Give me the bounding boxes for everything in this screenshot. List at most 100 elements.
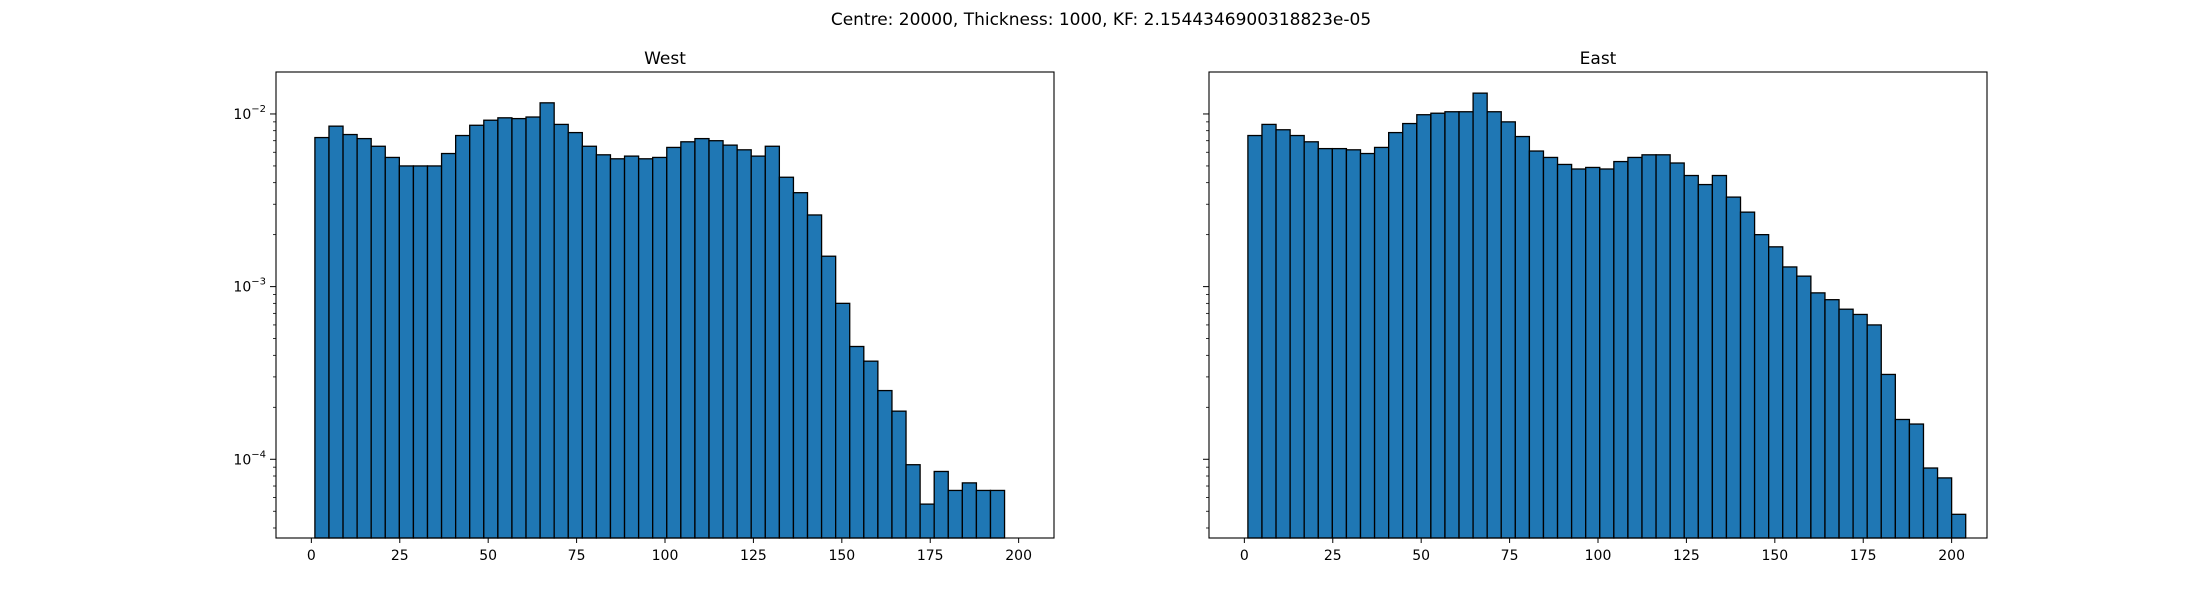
x-tick-label: 100 [652,548,679,564]
histogram-bar [736,149,752,539]
histogram-bar [539,102,555,539]
histogram-bar [1824,299,1840,539]
x-tick-label: 50 [479,548,497,564]
histogram-bar [609,158,626,539]
y-tick-base: 10 [233,280,251,296]
histogram-bar [1275,129,1291,539]
histogram-bar [652,156,668,539]
histogram-bar [1739,211,1756,539]
histogram-bar [469,124,485,539]
histogram-bar [806,214,823,539]
histogram-bar [778,176,795,539]
x-tick-label: 175 [1850,548,1877,564]
histogram-bar [412,165,429,539]
histogram-bar [863,360,879,539]
histogram-bar [1542,156,1559,539]
histogram-bar [975,489,992,539]
histogram-bar [1570,168,1587,539]
histogram-bar [1472,92,1488,539]
y-tick-base: 10 [233,107,251,123]
panel-east: East 0 25 50 75 100 125 150 175 200 [1203,49,1988,564]
histogram-bar [623,155,640,539]
histogram-bar [1359,152,1376,539]
histogram-bar [1936,477,1953,539]
figure-suptitle: Centre: 20000, Thickness: 1000, KF: 2.15… [831,10,1371,30]
histogram-bar [1683,174,1699,539]
histogram-bar [1345,149,1362,539]
x-tick-label: 125 [740,548,767,564]
histogram-bar [1852,313,1868,539]
histogram-bar [1444,111,1460,539]
x-tick-label: 100 [1585,548,1612,564]
histogram-bar [1922,467,1939,539]
histogram-bar [553,123,569,539]
histogram-bar [1317,147,1333,539]
x-tick-label: 75 [568,548,586,564]
panel-title: West [644,49,686,69]
histogram-bar [1289,134,1305,539]
histogram-bar [1641,154,1657,539]
histogram-bar [454,134,471,539]
histogram-bar [1669,162,1685,539]
histogram-bar [1753,233,1770,539]
x-tick-label: 200 [1005,548,1032,564]
histogram-bar [1866,324,1882,539]
histogram-bar [1950,513,1967,539]
histogram-bar [328,125,344,539]
x-tick-label: 175 [917,548,944,564]
x-tick-label: 0 [307,548,316,564]
histogram-bar [497,117,513,539]
histogram-bar [666,146,682,539]
histogram-bar [370,145,386,539]
y-tick-base: 10 [233,452,251,468]
x-tick-label: 75 [1501,548,1519,564]
y-tick-label: 10−2 [233,104,266,123]
histogram-bar [1514,135,1531,539]
histogram-bar [1627,156,1643,539]
x-tick-label: 125 [1673,548,1700,564]
histogram-bar [1500,121,1516,539]
histogram-bar [581,145,598,539]
panel-title: East [1580,49,1617,69]
histogram-bar [708,140,724,539]
histogram-bar [1796,275,1812,539]
histogram-bar [891,410,907,539]
histogram-bar [1782,266,1798,539]
histogram-bar [750,155,766,539]
histogram-bar [342,133,358,539]
histogram-bar [849,345,865,539]
histogram-bar [764,145,781,539]
histogram-bar [1388,131,1404,539]
histogram-bar [989,489,1006,539]
y-tick-exponent: −2 [251,104,266,115]
histogram-bar [694,137,710,539]
histogram-bar [1458,111,1474,539]
histogram-bar [1838,308,1854,539]
histogram-bar [1880,373,1896,539]
histogram-bar [1894,418,1911,539]
histogram-bar [1725,196,1742,539]
x-tick-label: 25 [391,548,409,564]
x-tick-label: 50 [1412,548,1430,564]
histogram-bar [961,482,978,539]
histogram-bar [919,503,935,539]
x-tick-label: 0 [1240,548,1249,564]
histogram-bar [1373,146,1390,539]
histogram-bar [820,255,837,539]
histogram-bar [525,116,541,539]
histogram-bar [947,489,963,539]
histogram-bar [1247,134,1263,539]
histogram-bar [1655,154,1671,539]
x-tick-label: 200 [1938,548,1965,564]
y-tick-label: 10−4 [233,449,266,468]
histogram-bar [835,302,851,539]
histogram-bar [1528,150,1545,539]
histogram-bar [1402,122,1418,539]
histogram-bar [1768,246,1784,539]
histogram-bar [483,119,499,539]
histogram-bar [905,464,921,539]
histogram-bar [1599,168,1615,539]
histogram-bar [1711,174,1728,539]
histogram-bar [637,158,654,539]
